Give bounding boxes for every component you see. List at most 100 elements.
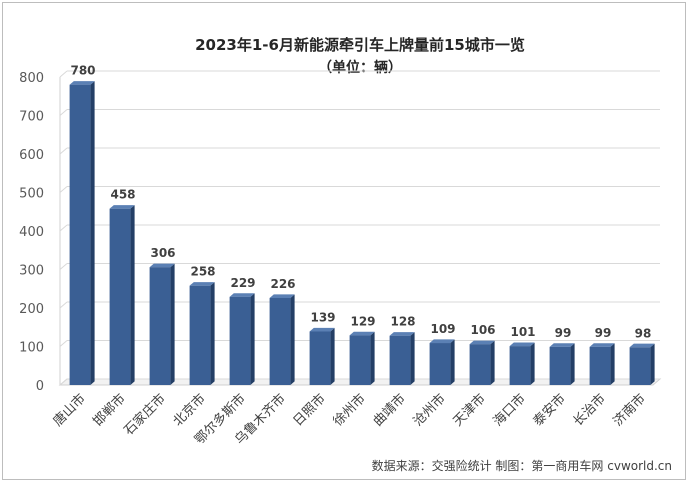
bar-top [69, 81, 95, 85]
bar-side [530, 342, 535, 385]
bar [229, 293, 255, 385]
x-tick-label: 天津市 [450, 391, 489, 430]
data-label: 98 [635, 326, 652, 340]
bar-side [650, 343, 655, 385]
y-tick-label: 0 [36, 379, 44, 394]
gridline-diag [59, 378, 68, 386]
bar [309, 327, 335, 385]
data-label: 458 [110, 188, 135, 202]
bar-side [610, 343, 615, 385]
data-label: 229 [230, 276, 255, 290]
bars [69, 81, 655, 385]
bar-front [309, 331, 331, 385]
bar-side [450, 339, 455, 385]
bar [389, 332, 415, 385]
y-tick-label: 700 [19, 110, 44, 125]
bar [349, 331, 375, 385]
gridline-diag [59, 109, 68, 116]
data-label: 99 [595, 326, 612, 340]
bar-top [509, 342, 535, 347]
data-label: 129 [350, 314, 375, 328]
bar-side [210, 282, 215, 385]
y-tick-label: 800 [19, 71, 44, 86]
bar [69, 81, 95, 385]
data-label: 101 [510, 325, 535, 339]
bar-top [189, 282, 215, 286]
data-label: 106 [470, 323, 495, 337]
bar-side [410, 332, 415, 385]
x-tick-label: 泰安市 [530, 391, 569, 430]
bar-top [389, 332, 415, 336]
bar-top [469, 340, 495, 345]
bar-front [229, 296, 251, 385]
bar [429, 339, 455, 385]
data-label: 99 [555, 326, 572, 340]
gridline-diag [59, 224, 68, 232]
data-label: 306 [150, 246, 175, 260]
y-tick-label: 400 [19, 225, 44, 240]
bar-front [549, 346, 571, 385]
gridline-diag [59, 186, 68, 193]
bar [149, 263, 175, 385]
gridline-diag [59, 263, 68, 270]
bar-side [90, 81, 95, 385]
x-tick-label: 济南市 [610, 391, 649, 430]
bar-front [69, 84, 91, 385]
bar [469, 340, 495, 385]
x-tick-label: 沧州市 [410, 391, 449, 430]
y-tick-label: 300 [19, 264, 44, 279]
bar [549, 343, 575, 385]
bar [509, 342, 535, 385]
bar-top [229, 293, 255, 297]
bar-front [149, 267, 171, 385]
bar-front [269, 297, 291, 385]
data-labels: 780 458 306 258 229 226 139 129 128 109 106 101 99 99… [70, 64, 651, 341]
data-label: 258 [190, 265, 215, 279]
bar-top [109, 205, 135, 209]
data-label: 139 [310, 310, 335, 324]
source-note: 数据来源：交强险统计 制图：第一商用车网 cvworld.cn [372, 458, 672, 473]
bar-front [629, 347, 651, 385]
y-tick-label: 600 [19, 148, 44, 163]
chart-subtitle: （单位：辆） [318, 59, 402, 76]
x-tick-label: 石家庄市 [121, 391, 169, 439]
chart-title: 2023年1-6月新能源牵引车上牌量前15城市一览 [195, 36, 525, 54]
bar-side [290, 294, 295, 385]
bar-front [109, 208, 131, 385]
bar-front [469, 344, 491, 385]
bar-top [269, 294, 295, 298]
bar-front [389, 335, 411, 385]
x-tick-label: 邯郸市 [90, 391, 129, 430]
bar-side [490, 340, 495, 385]
y-tick-label: 100 [19, 341, 44, 356]
x-tick-label: 日照市 [290, 391, 329, 430]
bar-side [170, 263, 175, 385]
bar-side [130, 205, 135, 385]
bar-top [549, 343, 575, 347]
bar-side [370, 331, 375, 385]
bar-top [629, 343, 655, 348]
bar-front [509, 346, 531, 385]
bar [629, 343, 655, 385]
data-label: 128 [390, 315, 415, 329]
gridline-diag [59, 70, 68, 78]
bar-front [189, 285, 211, 385]
y-tick-label: 200 [19, 302, 44, 317]
bar-top [589, 343, 615, 347]
gridline-diag [59, 340, 68, 347]
x-tick-label: 徐州市 [330, 391, 369, 430]
x-tick-label: 长治市 [570, 391, 609, 430]
bar-top [349, 331, 375, 336]
bar [189, 282, 215, 385]
bar [269, 294, 295, 385]
bar-side [570, 343, 575, 385]
bar [589, 343, 615, 385]
bar-top [429, 339, 455, 344]
bar-top [149, 263, 175, 268]
data-label: 109 [430, 322, 455, 336]
y-axis: 0 100 200 300 400 500 600 700 800 [19, 71, 44, 394]
gridline-diag [59, 301, 68, 309]
gridline-diag [59, 147, 68, 155]
